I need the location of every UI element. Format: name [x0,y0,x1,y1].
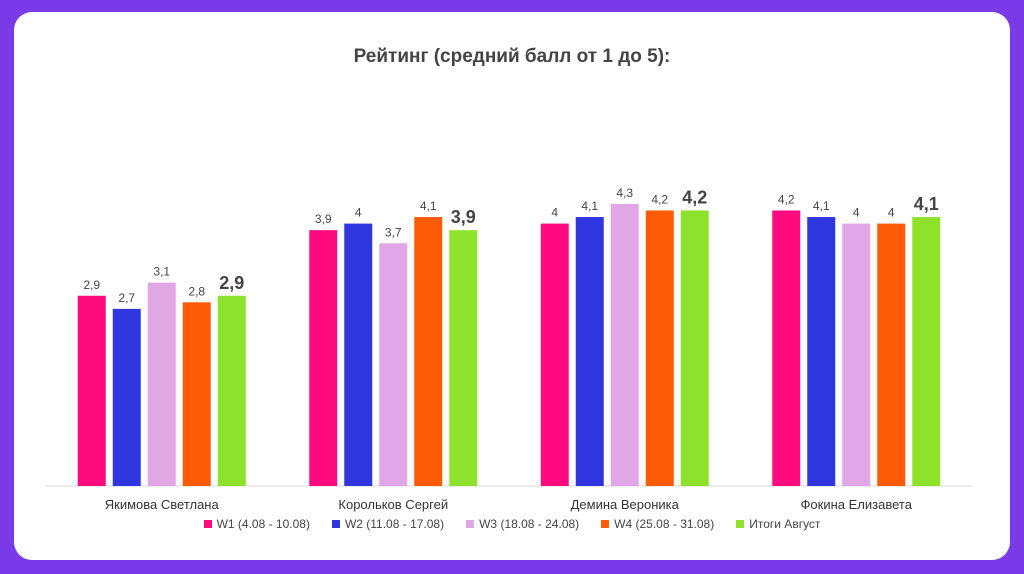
data-label: 4 [355,206,362,220]
legend-label: Итоги Август [749,517,821,531]
bar [877,223,906,486]
data-label: 4,3 [616,186,633,200]
data-label: 4,2 [651,192,668,206]
legend-item: W4 (25.08 - 31.08) [601,517,714,531]
data-label: 4,1 [813,199,830,213]
legend-swatch [203,520,212,528]
bar [680,210,709,487]
data-label: 3,7 [385,225,402,239]
legend-swatch [736,520,745,528]
data-label: 4 [888,206,895,220]
data-label: 4,2 [682,187,707,207]
chart-legend: W1 (4.08 - 10.08) W2 (11.08 - 17.08) W3 (1… [14,517,1010,531]
bar [217,295,246,486]
data-label: 4,1 [581,199,598,213]
data-label: 2,7 [118,291,135,305]
chart-card: Рейтинг (средний балл от 1 до 5): 2,9 2,7… [14,12,1010,560]
legend-swatch [466,520,475,528]
category-label: Фокина Елизавета [801,497,913,512]
bar [575,217,604,487]
data-label: 4 [853,206,860,220]
category-label: Корольков Сергей [338,497,448,512]
chart-title: Рейтинг (средний балл от 1 до 5): [353,46,671,67]
bar [379,243,408,486]
bar-chart: 2,9 2,7 3,1 2,8 2,9 Якимова Светлана 3,9 4 3,7 4,… [46,186,972,512]
data-label: 3,9 [451,207,476,227]
bar [540,223,569,486]
bar [912,217,941,487]
data-label: 2,9 [219,273,244,293]
legend-item: W2 (11.08 - 17.08) [331,517,445,531]
bar [112,308,141,486]
legend-label: W4 (25.08 - 31.08) [614,517,715,531]
legend-item: W1 (4.08 - 10.08) [203,517,310,531]
data-label: 4,1 [914,194,939,214]
bar [645,210,674,487]
bar [807,217,836,487]
bar [309,230,338,486]
bar [610,203,639,487]
bar [772,210,801,487]
legend-item: W3 (18.08 - 24.08) [466,517,579,531]
bar [182,302,211,486]
bar [449,230,478,486]
legend-label: W3 (18.08 - 24.08) [479,517,580,531]
category-label: Демина Вероника [571,497,680,512]
bar [77,295,106,486]
bar [842,223,871,486]
legend-label: W1 (4.08 - 10.08) [216,517,310,531]
data-label: 2,8 [188,284,205,298]
category-label: Якимова Светлана [105,497,220,512]
legend-swatch [601,520,610,528]
data-label: 4,1 [420,199,437,213]
bar [414,217,443,487]
data-label: 3,1 [153,265,170,279]
legend-item: Итоги Август [736,517,820,531]
bar [147,282,176,486]
data-label: 3,9 [315,212,332,226]
data-label: 2,9 [83,278,100,292]
bar [344,223,373,486]
legend-label: W2 (11.08 - 17.08) [344,517,445,531]
legend-swatch [331,520,340,528]
data-label: 4 [551,206,558,220]
data-label: 4,2 [778,192,795,206]
